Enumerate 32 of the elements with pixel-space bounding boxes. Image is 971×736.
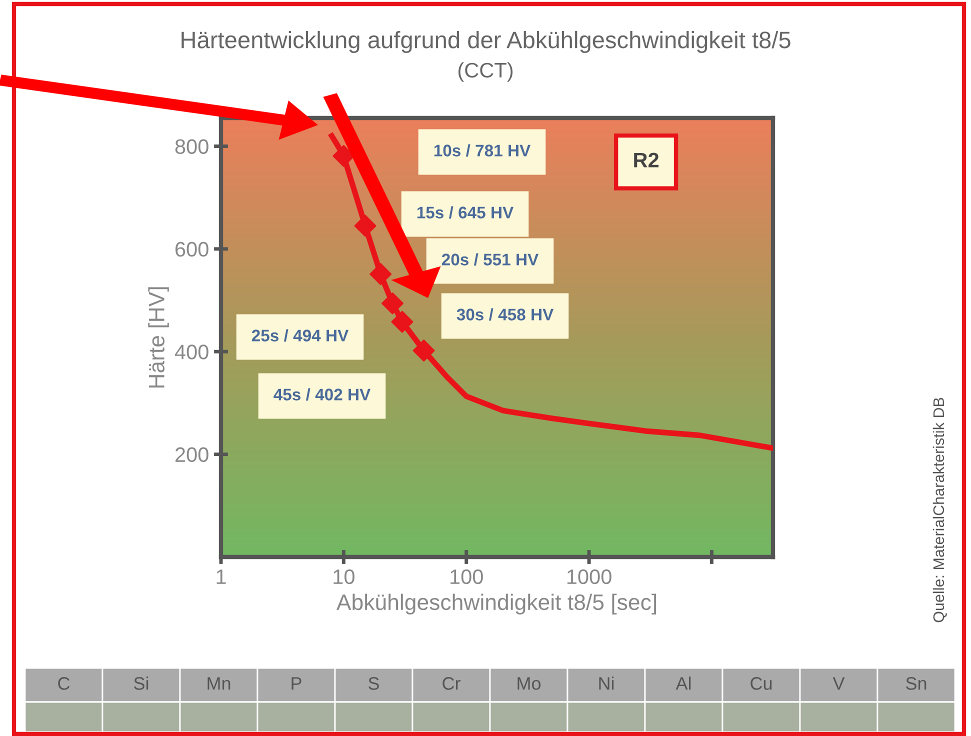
x-tick-label: 10 [334,569,354,584]
text: Sn [906,677,926,690]
text: Al [676,676,691,690]
annotation: 20s / 551 HV [442,253,539,266]
text: S [368,677,379,690]
y-tick-label: 800 [175,139,208,154]
text: Mn [208,677,230,690]
y-axis-title: Härte [HV] [148,287,169,388]
x-tick-label: 1 [216,570,226,584]
annotation: R2 [634,152,659,168]
y-tick-label: 600 [175,242,208,257]
y-tick-label: 200 [175,447,208,462]
annotation: 30s / 458 HV [456,308,554,321]
text: Cr [442,677,460,690]
text: Cu [750,677,772,690]
x-tick-label: 100 [450,569,483,584]
annotation: 45s / 402 HV [274,388,371,401]
text: Mo [518,677,541,690]
text: C [58,677,70,690]
text: P [292,677,302,690]
chart-title: Härteentwicklung aufgrund der Abkühlgeschwindigkeit t8/5 [182,30,790,54]
x-tick-label: 1000 [567,569,612,584]
text: Ni [599,676,614,690]
annotation: 15s / 645 HV [417,206,514,219]
annotation: 10s / 781 HV [434,144,531,157]
annotation: 25s / 494 HV [252,329,349,342]
x-axis-title: Abkühlgeschwindigkeit t8/5 [sec] [336,594,656,614]
chart-subtitle: (CCT) [458,62,513,82]
y-tick-label: 400 [174,344,208,360]
source-note: Quelle: MaterialCharakteristik DB [932,398,947,622]
text: V [832,677,845,690]
text: Si [134,676,148,690]
